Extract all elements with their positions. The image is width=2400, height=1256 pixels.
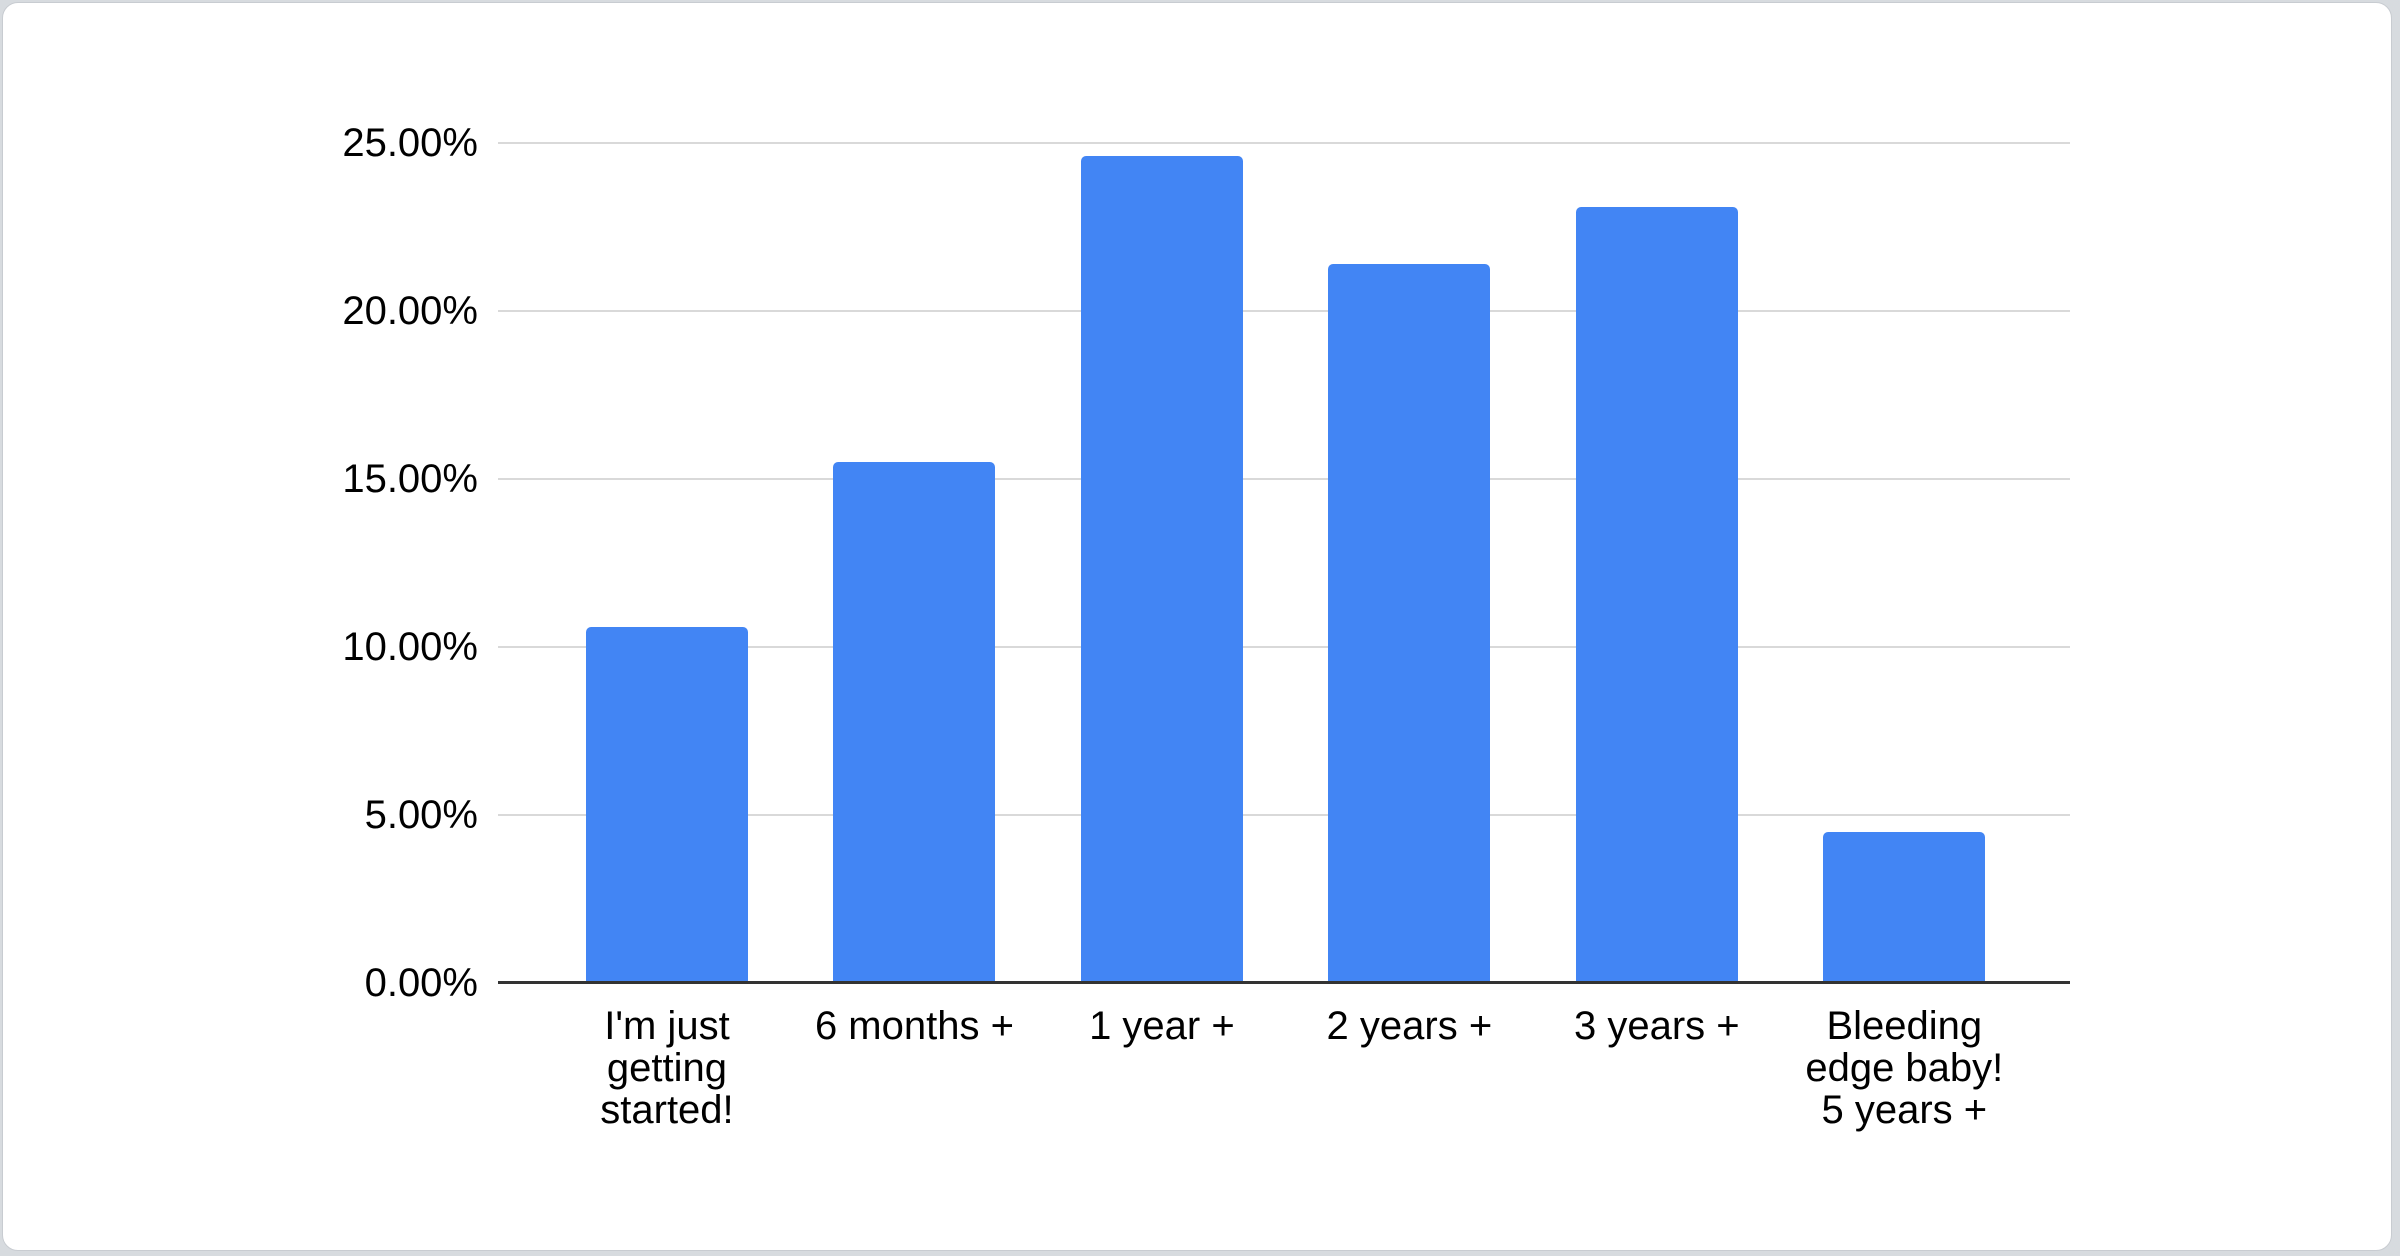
x-axis-line (498, 981, 2070, 984)
x-axis-category-label: 3 years + (1574, 1004, 1740, 1048)
gridline (498, 142, 2070, 144)
bar (1575, 206, 1738, 983)
y-axis-tick-label: 0.00% (364, 961, 478, 1005)
bar (1080, 156, 1243, 983)
bar (585, 626, 748, 983)
y-axis-tick-label: 25.00% (342, 121, 478, 165)
x-axis-category-label: Bleeding edge baby! 5 years + (1805, 1004, 2004, 1132)
x-axis-category-label: 6 months + (814, 1004, 1014, 1048)
gridline (498, 646, 2070, 648)
bar (833, 462, 996, 983)
y-axis-tick-label: 15.00% (342, 457, 478, 501)
bar (1823, 831, 1986, 983)
y-axis-tick-label: 5.00% (364, 793, 478, 837)
gridline (498, 478, 2070, 480)
x-axis-category-label: 1 year + (1089, 1004, 1235, 1048)
x-axis: I'm just getting started! 6 months + 1 yea… (498, 1005, 2070, 1185)
x-axis-category-label: I'm just getting started! (600, 1004, 734, 1132)
bar (1328, 263, 1491, 983)
gridline (498, 310, 2070, 312)
plot-area (498, 142, 2070, 984)
y-axis-tick-label: 10.00% (342, 625, 478, 669)
y-axis: 0.00% 5.00% 10.00% 15.00% 20.00% 25.00% (3, 123, 478, 1003)
y-axis-tick-label: 20.00% (342, 289, 478, 333)
x-axis-category-label: 2 years + (1326, 1004, 1493, 1048)
gridline (498, 814, 2070, 816)
